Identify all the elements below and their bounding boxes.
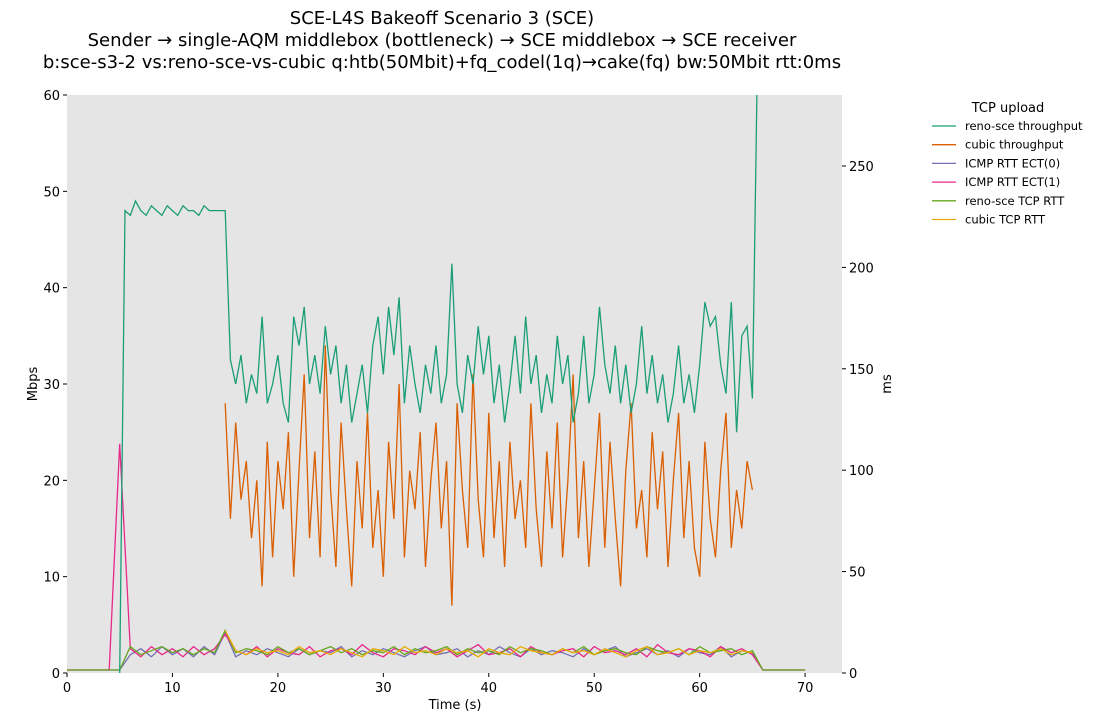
legend-title: TCP upload — [971, 101, 1045, 116]
x-tick-label: 40 — [480, 681, 497, 696]
series-layer — [67, 95, 806, 673]
y-tick-label: 50 — [43, 185, 60, 200]
legend-entry: reno-sce TCP RTT — [965, 194, 1065, 208]
legend-entry: cubic TCP RTT — [965, 213, 1046, 227]
legend-entry: ICMP RTT ECT(0) — [965, 156, 1060, 170]
x-tick-label: 70 — [797, 681, 814, 696]
y2-tick-label: 0 — [849, 667, 857, 682]
y-tick-label: 10 — [43, 571, 60, 586]
series-line-cubic-tcp-rtt — [224, 630, 753, 658]
y2-tick-label: 200 — [849, 261, 874, 276]
series-line-cubic-throughput — [224, 345, 754, 606]
legend-entry: reno-sce throughput — [965, 119, 1083, 133]
x-tick-label: 30 — [375, 681, 392, 696]
axes-layer: 0 10 20 30 40 50 60 70 0 10 20 30 40 50 60 0 50 100 150 200… — [43, 89, 873, 696]
plot-area — [67, 95, 842, 673]
chart-title-line-1: SCE-L4S Bakeoff Scenario 3 (SCE) — [290, 8, 594, 29]
y-tick-label: 20 — [43, 474, 60, 489]
legend-entry: ICMP RTT ECT(1) — [965, 175, 1060, 189]
y2-axis-label: ms — [880, 374, 895, 394]
chart-title-line-3: b:sce-s3-2 vs:reno-sce-vs-cubic q:htb(50… — [43, 52, 841, 73]
x-tick-label: 10 — [164, 681, 181, 696]
legend: TCP upload reno-sce throughput cubic thro… — [932, 101, 1083, 227]
x-tick-label: 60 — [691, 681, 708, 696]
x-tick-label: 20 — [270, 681, 287, 696]
series-line-icmp-rtt-ect-1- — [67, 443, 806, 671]
y-tick-label: 30 — [43, 378, 60, 393]
y2-tick-label: 250 — [849, 160, 874, 175]
chart-title-line-2: Sender → single-AQM middlebox (bottlenec… — [88, 30, 797, 51]
y2-tick-label: 150 — [849, 363, 874, 378]
legend-entry: cubic throughput — [965, 138, 1064, 152]
y-axis-label: Mbps — [26, 367, 41, 402]
x-tick-label: 0 — [63, 681, 71, 696]
y2-tick-label: 50 — [849, 566, 866, 581]
x-tick-label: 50 — [586, 681, 603, 696]
y2-tick-label: 100 — [849, 464, 874, 479]
y-tick-label: 40 — [43, 282, 60, 297]
series-line-reno-sce-throughput — [119, 95, 758, 673]
x-axis-label: Time (s) — [428, 698, 482, 713]
y-tick-label: 60 — [43, 89, 60, 104]
y-tick-label: 0 — [52, 667, 60, 682]
